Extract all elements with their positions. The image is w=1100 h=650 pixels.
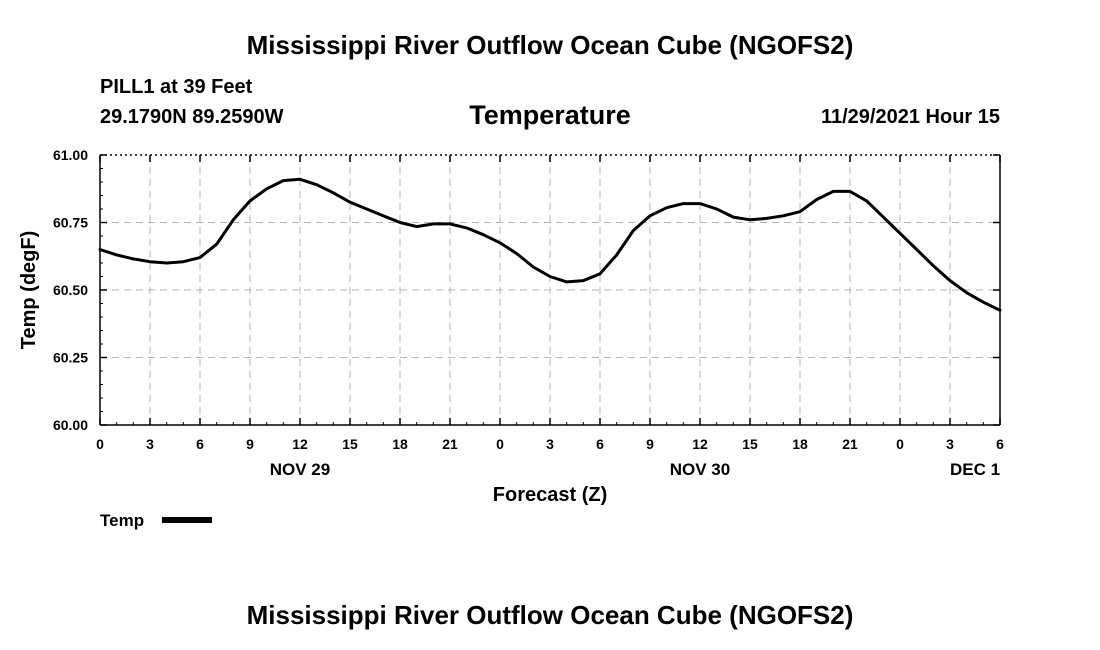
x-tick-label: 18 (792, 436, 808, 452)
x-tick-label: 21 (442, 436, 458, 452)
y-axis-label: Temp (degF) (18, 231, 40, 350)
x-tick-label: 9 (646, 436, 654, 452)
x-tick-label: 21 (842, 436, 858, 452)
x-tick-label: 3 (146, 436, 154, 452)
date-label: NOV 29 (270, 460, 330, 479)
x-tick-label: 12 (292, 436, 308, 452)
x-tick-label: 6 (996, 436, 1004, 452)
x-tick-label: 12 (692, 436, 708, 452)
y-tick-label: 61.00 (53, 147, 88, 163)
series-line-temp (98, 177, 1002, 312)
run-time: 11/29/2021 Hour 15 (820, 106, 1000, 128)
chart-title: Temperature (469, 100, 631, 130)
y-tick-label: 60.75 (53, 215, 88, 231)
x-tick-label: 3 (946, 436, 954, 452)
x-tick-label: 0 (96, 436, 104, 452)
legend-label: Temp (100, 511, 144, 530)
x-tick-label: 6 (196, 436, 204, 452)
x-tick-label: 15 (342, 436, 358, 452)
date-label: DEC 1 (950, 460, 1000, 479)
x-axis-label: Forecast (Z) (493, 484, 607, 506)
x-tick-label: 0 (496, 436, 504, 452)
footer-title: Mississippi River Outflow Ocean Cube (NG… (246, 600, 854, 630)
station-name: PILL1 at 39 Feet (100, 76, 253, 98)
date-label: NOV 30 (670, 460, 730, 479)
temperature-chart: 0 3 6 9 12 15 18 21 0 3 6 9 12 15 18 21 0 3 6 60.00 60.25 60.… (18, 147, 1004, 530)
y-tick-label: 60.00 (53, 417, 88, 433)
x-tick-label: 9 (246, 436, 254, 452)
y-tick-label: 60.25 (53, 350, 88, 366)
station-coordinates: 29.1790N 89.2590W (100, 106, 284, 128)
x-tick-label: 3 (546, 436, 554, 452)
x-tick-label: 18 (392, 436, 408, 452)
x-tick-label: 0 (896, 436, 904, 452)
x-tick-label: 15 (742, 436, 758, 452)
y-tick-label: 60.50 (53, 282, 88, 298)
x-tick-label: 6 (596, 436, 604, 452)
page-title: Mississippi River Outflow Ocean Cube (NG… (246, 30, 854, 60)
